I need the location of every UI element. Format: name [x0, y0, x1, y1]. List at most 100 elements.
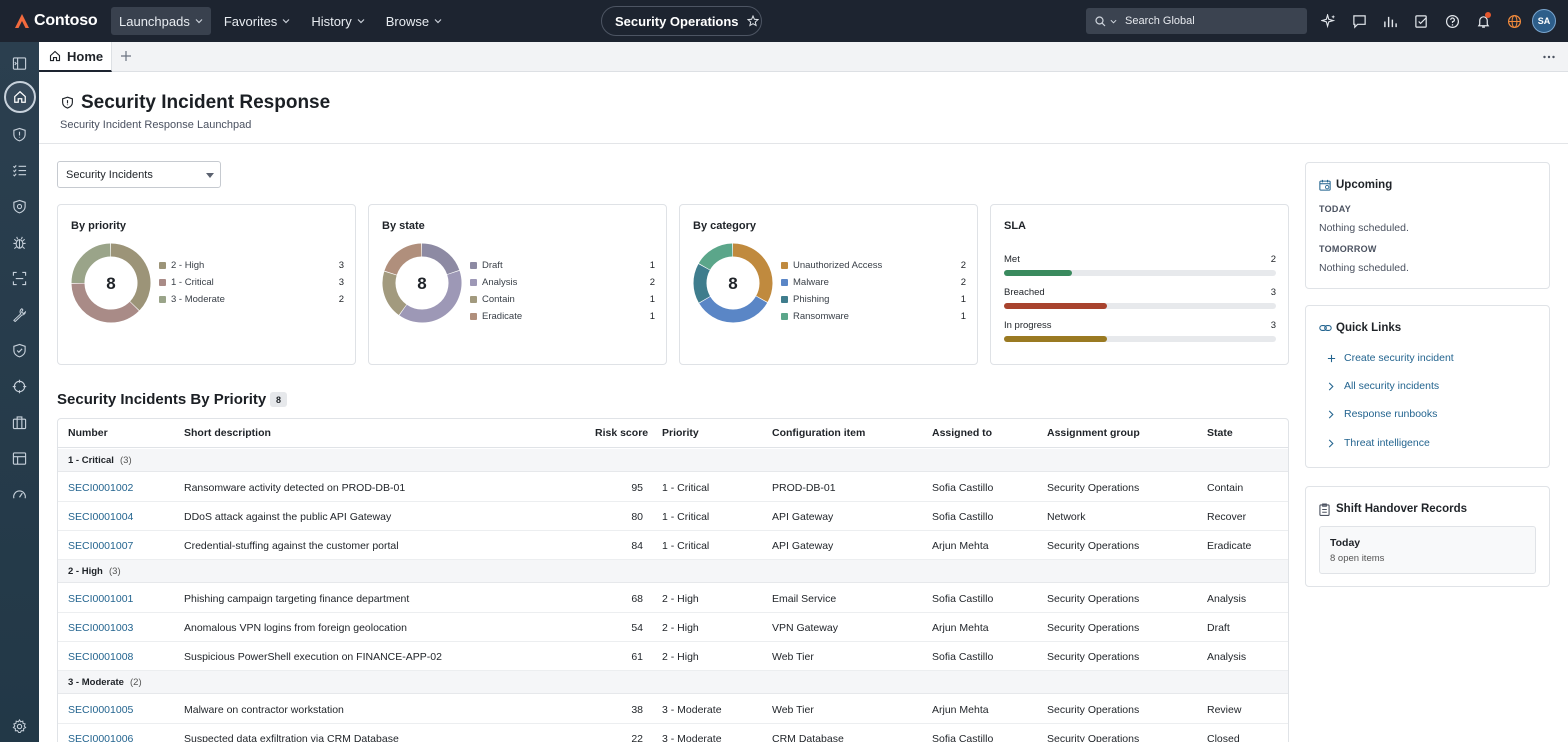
incident-number-link[interactable]: SECI0001007: [68, 540, 134, 552]
brand-logo[interactable]: Contoso: [14, 12, 98, 30]
nav-history-label: History: [311, 13, 352, 29]
column-header-number[interactable]: Number: [68, 427, 108, 439]
incident-number-link[interactable]: SECI0001003: [68, 622, 134, 634]
legend-item[interactable]: Eradicate 1: [470, 308, 655, 325]
quick-link-runbooks[interactable]: Response runbooks: [1326, 408, 1437, 420]
checklist-icon[interactable]: [0, 154, 39, 186]
sla-met-row[interactable]: Met 2: [1004, 254, 1276, 276]
legend-item[interactable]: Analysis 2: [470, 274, 655, 291]
donut-segment[interactable]: [71, 243, 111, 284]
gauge-icon[interactable]: [0, 478, 39, 510]
column-header-risk-score[interactable]: Risk score: [595, 427, 649, 439]
nav-browse[interactable]: Browse: [378, 7, 450, 35]
table-row[interactable]: SECI0001007 Credential-stuffing against t…: [58, 531, 1288, 560]
column-header-configuration-item[interactable]: Configuration item: [772, 427, 866, 439]
priority-legend: 2 - High 3 1 - Critical 3 3 - Moderate 2: [159, 257, 344, 308]
scan-icon[interactable]: [0, 262, 39, 294]
column-header-assignment-group[interactable]: Assignment group: [1047, 427, 1140, 439]
incident-number-link[interactable]: SECI0001006: [68, 733, 134, 742]
help-icon[interactable]: [1437, 14, 1468, 29]
chat-icon[interactable]: [1344, 14, 1375, 29]
short-description: Suspected data exfiltration via CRM Data…: [184, 733, 399, 742]
incident-number-link[interactable]: SECI0001002: [68, 482, 134, 494]
table-row[interactable]: SECI0001004 DDoS attack against the publi…: [58, 502, 1288, 531]
donut-segment[interactable]: [698, 243, 733, 271]
star-icon[interactable]: [746, 15, 759, 27]
chevron-down-icon[interactable]: [1110, 18, 1117, 25]
group-row[interactable]: 3 - Moderate (2): [58, 671, 1288, 694]
shield-ok-icon[interactable]: [0, 334, 39, 366]
incident-number-link[interactable]: SECI0001004: [68, 511, 134, 523]
wrench-icon[interactable]: [0, 298, 39, 330]
quick-link-all-incidents[interactable]: All security incidents: [1326, 380, 1439, 392]
table-row[interactable]: SECI0001002 Ransomware activity detected …: [58, 473, 1288, 502]
donut-segment[interactable]: [693, 263, 711, 303]
nav-favorites[interactable]: Favorites: [216, 7, 298, 35]
legend-item[interactable]: 3 - Moderate 2: [159, 291, 344, 308]
column-header-description[interactable]: Short description: [184, 427, 271, 439]
tab-home[interactable]: Home: [39, 42, 112, 72]
add-tab-icon[interactable]: [119, 49, 133, 63]
home-icon[interactable]: [0, 81, 39, 113]
table-row[interactable]: SECI0001001 Phishing campaign targeting f…: [58, 584, 1288, 613]
donut-segment[interactable]: [421, 243, 460, 275]
legend-item[interactable]: Malware 2: [781, 274, 966, 291]
shield-icon[interactable]: [0, 118, 39, 150]
incident-number-link[interactable]: SECI0001005: [68, 704, 134, 716]
avatar[interactable]: SA: [1532, 9, 1556, 33]
legend-item[interactable]: Unauthorized Access 2: [781, 257, 966, 274]
tasks-icon[interactable]: [1406, 14, 1437, 29]
donut-segment[interactable]: [382, 271, 407, 315]
donut-segment[interactable]: [399, 270, 462, 323]
incident-filter-select[interactable]: Security Incidents: [57, 161, 221, 188]
quick-link-create-incident[interactable]: Create security incident: [1326, 352, 1454, 364]
priority: 2 - High: [662, 593, 699, 605]
shield-check-icon[interactable]: [0, 190, 39, 222]
incident-number-link[interactable]: SECI0001001: [68, 593, 134, 605]
sparkle-icon[interactable]: [1313, 13, 1344, 29]
legend-item[interactable]: Contain 1: [470, 291, 655, 308]
bug-icon[interactable]: [0, 226, 39, 258]
legend-item[interactable]: Draft 1: [470, 257, 655, 274]
donut-segment[interactable]: [384, 243, 422, 276]
table-row[interactable]: SECI0001005 Malware on contractor worksta…: [58, 695, 1288, 724]
donut-segment[interactable]: [732, 243, 773, 303]
handover-record[interactable]: Today 8 open items: [1319, 526, 1536, 574]
sla-breached-row[interactable]: Breached 3: [1004, 287, 1276, 309]
legend-item[interactable]: 2 - High 3: [159, 257, 344, 274]
gear-icon[interactable]: [0, 710, 39, 742]
brand-name: Contoso: [34, 12, 98, 29]
donut-segment[interactable]: [71, 283, 139, 323]
column-header-priority[interactable]: Priority: [662, 427, 699, 439]
legend-item[interactable]: 1 - Critical 3: [159, 274, 344, 291]
panel-toggle-icon[interactable]: [0, 47, 39, 79]
table-icon[interactable]: [0, 442, 39, 474]
legend-item[interactable]: Phishing 1: [781, 291, 966, 308]
priority: 2 - High: [662, 651, 699, 663]
globe-icon[interactable]: [1499, 14, 1530, 29]
group-label: 3 - Moderate: [68, 677, 124, 688]
sla-in-progress-row[interactable]: In progress 3: [1004, 320, 1276, 342]
nav-history[interactable]: History: [303, 7, 372, 35]
incident-number-link[interactable]: SECI0001008: [68, 651, 134, 663]
table-row[interactable]: SECI0001006 Suspected data exfiltration v…: [58, 724, 1288, 742]
notifications-icon[interactable]: [1468, 11, 1499, 29]
legend-item[interactable]: Ransomware 1: [781, 308, 966, 325]
nav-launchpads[interactable]: Launchpads: [111, 7, 211, 35]
column-header-assigned-to[interactable]: Assigned to: [932, 427, 993, 439]
workspace-selector[interactable]: Security Operations: [601, 6, 762, 36]
column-header-state[interactable]: State: [1207, 427, 1233, 439]
target-icon[interactable]: [0, 370, 39, 402]
briefcase-icon[interactable]: [0, 406, 39, 438]
group-row[interactable]: 1 - Critical (3): [58, 449, 1288, 472]
quick-link-threat-intel[interactable]: Threat intelligence: [1326, 437, 1430, 449]
donut-segment[interactable]: [699, 295, 768, 323]
global-search-input[interactable]: Search Global: [1086, 8, 1307, 34]
group-label: 2 - High: [68, 566, 103, 577]
analytics-icon[interactable]: [1375, 14, 1406, 29]
group-row[interactable]: 2 - High (3): [58, 560, 1288, 583]
more-icon[interactable]: [1542, 50, 1556, 64]
table-row[interactable]: SECI0001003 Anomalous VPN logins from for…: [58, 613, 1288, 642]
donut-segment[interactable]: [110, 243, 151, 311]
table-row[interactable]: SECI0001008 Suspicious PowerShell executi…: [58, 642, 1288, 671]
